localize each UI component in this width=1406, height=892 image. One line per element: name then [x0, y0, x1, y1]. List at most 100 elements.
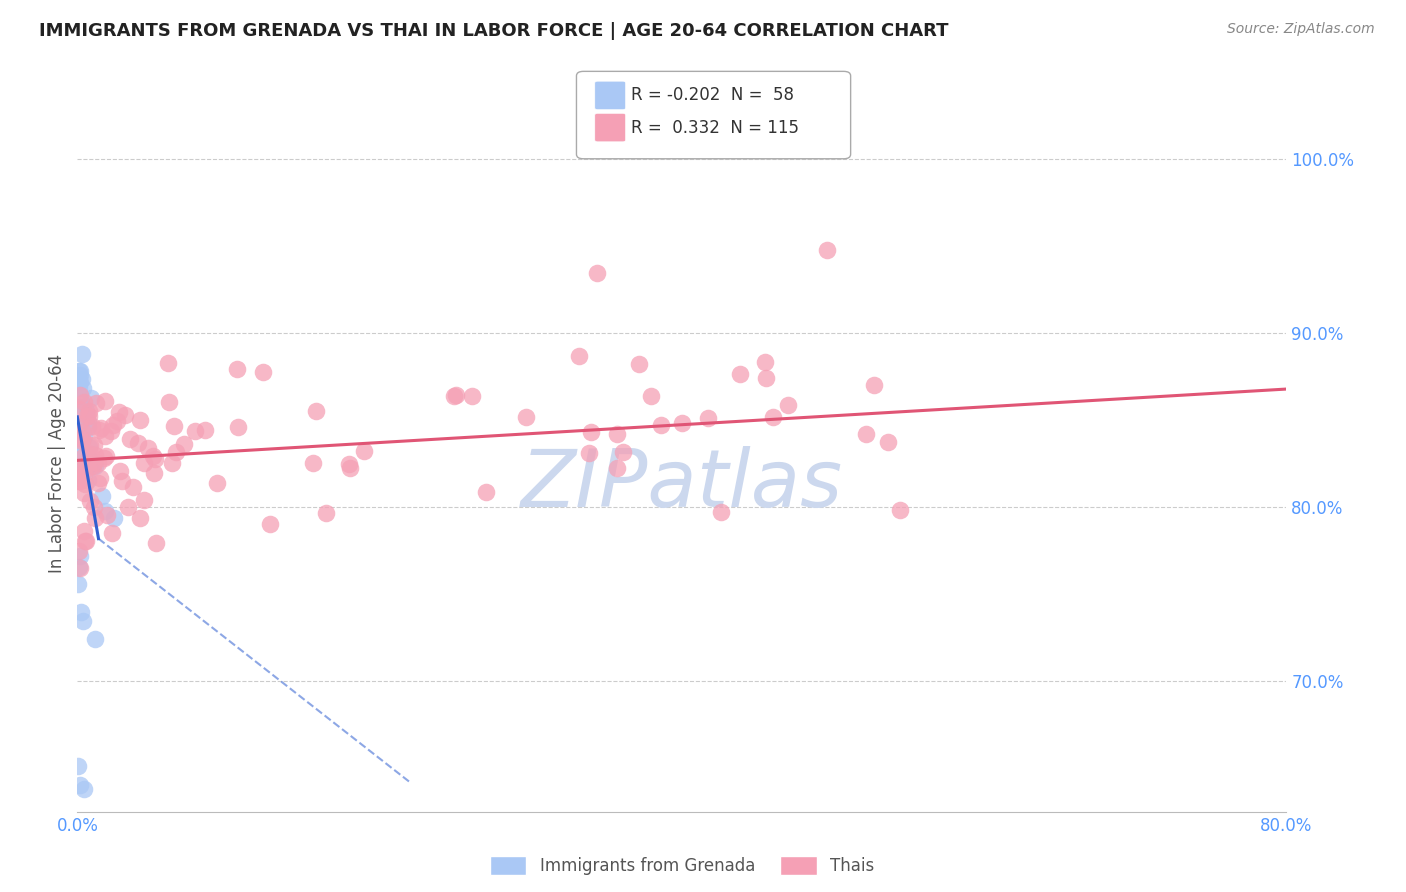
Point: [889, 502, 911, 516]
Point: [75, 458, 97, 473]
Point: [67, 381, 90, 395]
Text: R =  0.332  N = 115: R = 0.332 N = 115: [631, 119, 799, 136]
Point: [157, 395, 180, 409]
Point: [96, 449, 118, 463]
Point: [302, 456, 325, 470]
Point: [89, 423, 111, 437]
Point: [67, 401, 90, 416]
Point: [226, 362, 249, 376]
Point: [69, 606, 91, 620]
Point: [83, 438, 105, 452]
Point: [73, 467, 96, 481]
Point: [67, 543, 90, 558]
Point: [70, 419, 93, 434]
Point: [87, 476, 110, 491]
Point: [72, 450, 94, 464]
Point: [353, 444, 375, 458]
Point: [77, 415, 100, 429]
Point: [100, 526, 122, 541]
Point: [259, 516, 281, 531]
Point: [108, 464, 131, 478]
Point: [754, 355, 776, 369]
Point: [855, 426, 877, 441]
Point: [80, 391, 103, 405]
Point: [107, 405, 129, 419]
Point: [94, 429, 117, 443]
Point: [650, 417, 672, 432]
Point: [100, 424, 122, 438]
Point: [69, 364, 91, 378]
Point: [128, 510, 150, 524]
Point: [93, 450, 115, 465]
Point: [815, 243, 838, 257]
Point: [90, 489, 112, 503]
Point: [579, 425, 602, 439]
Point: [337, 457, 360, 471]
Point: [69, 415, 91, 429]
Point: [69, 422, 91, 436]
Point: [79, 494, 101, 508]
Point: [111, 474, 134, 488]
Point: [70, 395, 93, 409]
Point: [515, 410, 537, 425]
Point: [145, 536, 167, 550]
Point: [89, 420, 111, 434]
Point: [136, 441, 159, 455]
Point: [128, 412, 150, 426]
Point: [728, 368, 751, 382]
Point: [755, 371, 778, 385]
Point: [84, 511, 107, 525]
Point: [762, 409, 785, 424]
Point: [84, 396, 107, 410]
Point: [568, 349, 591, 363]
Point: [606, 426, 628, 441]
Point: [67, 560, 90, 574]
Point: [72, 459, 94, 474]
Point: [94, 394, 117, 409]
Point: [69, 388, 91, 402]
Point: [118, 432, 141, 446]
Point: [67, 417, 90, 431]
Point: [205, 475, 228, 490]
Point: [315, 506, 337, 520]
Point: [67, 577, 90, 591]
Point: [67, 410, 90, 425]
Legend: Immigrants from Grenada, Thais: Immigrants from Grenada, Thais: [481, 847, 883, 883]
Point: [710, 505, 733, 519]
Point: [93, 504, 115, 518]
Point: [163, 418, 186, 433]
Point: [165, 444, 187, 458]
Point: [134, 492, 156, 507]
Point: [73, 524, 96, 539]
Y-axis label: In Labor Force | Age 20-64: In Labor Force | Age 20-64: [48, 354, 66, 574]
Point: [72, 417, 94, 431]
Point: [70, 442, 93, 457]
Point: [79, 447, 101, 461]
Point: [671, 416, 693, 430]
Point: [70, 434, 93, 448]
Point: [69, 406, 91, 420]
Point: [612, 444, 634, 458]
Point: [82, 459, 104, 474]
Point: [83, 500, 105, 514]
Point: [67, 404, 90, 418]
Point: [132, 456, 155, 470]
Point: [69, 400, 91, 414]
Point: [142, 449, 165, 463]
Point: [69, 364, 91, 378]
Point: [72, 372, 94, 386]
Point: [67, 465, 90, 479]
Point: [142, 466, 165, 480]
Text: ZIPatlas: ZIPatlas: [520, 446, 844, 524]
Point: [73, 417, 96, 432]
Point: [96, 508, 118, 523]
Point: [79, 404, 101, 418]
Point: [114, 408, 136, 422]
Point: [606, 460, 628, 475]
Point: [101, 418, 124, 433]
Point: [67, 758, 90, 772]
Point: [79, 409, 101, 423]
Point: [226, 420, 249, 434]
Point: [73, 533, 96, 548]
Point: [75, 534, 97, 549]
